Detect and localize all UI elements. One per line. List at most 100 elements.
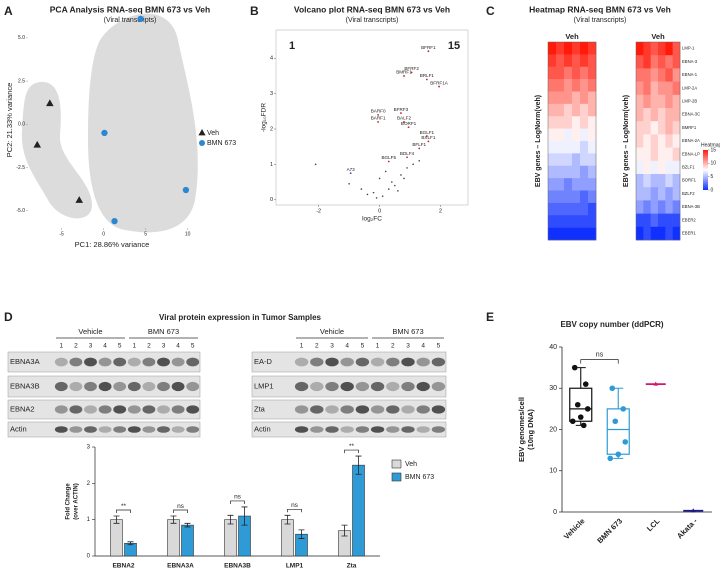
point bbox=[375, 197, 378, 199]
point bbox=[571, 364, 578, 371]
heat-cell bbox=[572, 54, 581, 68]
y-tick-label: 0 bbox=[553, 509, 557, 516]
lane-number: 2 bbox=[315, 343, 319, 350]
heat-cell bbox=[564, 116, 573, 129]
heatmap-frame bbox=[635, 41, 681, 241]
x-tick-label: 5 bbox=[144, 231, 147, 237]
heat-cell bbox=[650, 213, 659, 228]
blot-band bbox=[386, 426, 400, 433]
heat-cell bbox=[556, 141, 565, 154]
blot-band bbox=[186, 357, 200, 367]
heat-cell bbox=[636, 213, 644, 228]
blot-band bbox=[294, 357, 309, 367]
legend-swatch bbox=[391, 459, 402, 469]
blot-band bbox=[113, 426, 127, 433]
significance-label: ns bbox=[177, 503, 185, 510]
lane-number: 5 bbox=[191, 343, 195, 350]
legend-tick-label: 15 bbox=[711, 147, 717, 153]
blot-band bbox=[98, 381, 112, 392]
heat-cell bbox=[650, 68, 659, 82]
y-tick-label: 0 bbox=[87, 554, 91, 560]
blot-band bbox=[370, 381, 385, 392]
bar bbox=[352, 464, 365, 557]
lane-number: 2 bbox=[147, 343, 151, 350]
heat-cell bbox=[658, 134, 666, 148]
row-label: EBNA-3C bbox=[682, 112, 700, 117]
heat-cell bbox=[650, 121, 659, 135]
row-label: BZLF1 bbox=[682, 165, 695, 170]
lane-number: 4 bbox=[176, 343, 180, 350]
heat-cell bbox=[548, 141, 557, 154]
heat-cell bbox=[548, 227, 557, 241]
heat-cell bbox=[643, 134, 651, 148]
heat-cell bbox=[548, 103, 557, 117]
heat-cell bbox=[643, 160, 651, 175]
point bbox=[577, 414, 584, 420]
y-tick-label: 0 bbox=[270, 197, 273, 203]
protein-label: Actin bbox=[10, 424, 27, 433]
blot-band bbox=[294, 426, 309, 433]
error-bar bbox=[241, 506, 248, 526]
heat-cell bbox=[588, 190, 597, 204]
blot-band bbox=[69, 381, 83, 392]
point bbox=[653, 381, 658, 386]
blot-band bbox=[84, 405, 97, 414]
protein-label: Zta bbox=[254, 404, 266, 413]
panel-letter: D bbox=[4, 310, 13, 324]
y-tick-label: 2 bbox=[270, 126, 273, 132]
heat-cell bbox=[580, 66, 589, 80]
protein-label: Actin bbox=[254, 424, 271, 433]
heat-cell bbox=[564, 66, 573, 80]
heat-cell bbox=[658, 55, 666, 69]
blot-band bbox=[113, 357, 127, 367]
blot-band bbox=[157, 426, 170, 433]
lane-number: 1 bbox=[132, 343, 136, 350]
y-axis-label: PC2: 21.33% variance bbox=[5, 83, 14, 158]
heat-cell bbox=[548, 91, 557, 105]
heat-cell bbox=[572, 66, 581, 80]
heat-cell bbox=[665, 108, 673, 122]
point bbox=[406, 167, 408, 169]
heat-cell bbox=[580, 178, 589, 191]
significance-bracket bbox=[230, 500, 245, 504]
heat-cell bbox=[548, 153, 557, 167]
legend-tick-label: 10 bbox=[711, 161, 717, 167]
heat-cell bbox=[665, 42, 673, 56]
blot-band bbox=[401, 426, 415, 433]
lane-number: 4 bbox=[103, 343, 107, 350]
heat-cell bbox=[658, 213, 666, 228]
heat-cell bbox=[672, 108, 681, 122]
column-label: Veh bbox=[565, 32, 579, 41]
heat-cell bbox=[564, 54, 573, 68]
panel-letter: A bbox=[4, 4, 13, 18]
row-label: EBNA-3 bbox=[682, 59, 698, 64]
significance-bracket bbox=[116, 509, 131, 514]
blot-band bbox=[157, 357, 170, 367]
heat-cell bbox=[588, 141, 597, 154]
point-label: BFRF1A bbox=[430, 80, 449, 85]
heat-cell bbox=[564, 91, 573, 105]
heat-cell bbox=[665, 68, 673, 82]
blot-band bbox=[340, 381, 354, 392]
legend-marker bbox=[199, 140, 205, 146]
point-label: BALF2 bbox=[397, 116, 411, 121]
point bbox=[75, 196, 84, 203]
lane-number: 5 bbox=[118, 343, 122, 350]
y-tick-label: -2.5 bbox=[16, 165, 25, 171]
y-axis-label: Fold Change bbox=[66, 483, 72, 520]
significance-bracket bbox=[580, 359, 619, 364]
panel-letter: E bbox=[486, 310, 494, 324]
blot-band bbox=[386, 381, 400, 392]
lane-number: 3 bbox=[330, 343, 334, 350]
lane-number: 4 bbox=[345, 343, 349, 350]
blot-band bbox=[431, 405, 446, 414]
blot-group-label: Vehicle bbox=[78, 327, 102, 336]
point-label: BGLF5 bbox=[381, 155, 396, 160]
heat-cell bbox=[572, 116, 581, 129]
y-axis-label: EBV genes – LogNorm(veh) bbox=[535, 95, 542, 187]
error-bar bbox=[170, 515, 177, 524]
point-label: BMRF1 bbox=[396, 70, 412, 75]
heat-cell bbox=[650, 134, 659, 148]
point bbox=[381, 195, 384, 197]
heat-cell bbox=[636, 187, 644, 201]
